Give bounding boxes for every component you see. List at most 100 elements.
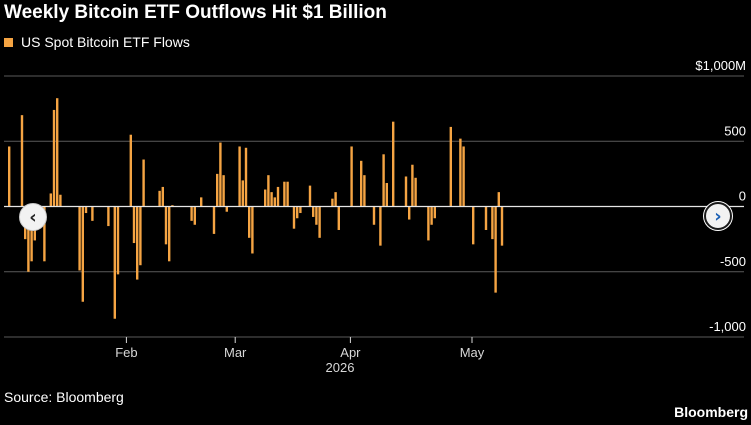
bar <box>363 175 366 207</box>
bar <box>318 206 321 238</box>
bar <box>411 164 414 207</box>
x-tick-label: Mar <box>224 345 247 360</box>
y-axis-labels: $1,000M 500 0 -500 -1,000 <box>695 58 746 334</box>
bar <box>270 192 273 207</box>
bar <box>30 206 33 262</box>
bar <box>20 115 24 207</box>
bar <box>56 98 59 207</box>
bar <box>312 206 315 217</box>
y-tick-label: 500 <box>724 123 746 138</box>
bar <box>491 206 494 240</box>
next-button[interactable]: › <box>704 202 732 230</box>
bar <box>91 206 94 221</box>
bar <box>129 134 132 207</box>
bar <box>193 206 196 225</box>
bars <box>8 98 504 319</box>
bar <box>225 206 228 212</box>
bar <box>337 206 340 230</box>
bar <box>244 147 248 207</box>
bar <box>462 146 465 207</box>
bar <box>139 206 142 266</box>
bar <box>331 198 334 207</box>
bar <box>200 197 203 207</box>
legend-label: US Spot Bitcoin ETF Flows <box>21 34 190 50</box>
y-tick-label: -500 <box>720 254 746 269</box>
bar <box>350 146 353 207</box>
bar <box>238 146 241 207</box>
bar <box>459 138 462 207</box>
bar <box>315 206 318 225</box>
bar <box>408 206 411 220</box>
bar <box>142 159 145 207</box>
bar <box>286 181 289 207</box>
bar <box>219 142 222 207</box>
bar <box>136 206 139 280</box>
previous-button[interactable]: ‹ <box>19 203 47 231</box>
bar <box>385 183 388 207</box>
y-tick-label: -1,000 <box>709 319 746 334</box>
bar <box>116 206 120 275</box>
bar <box>414 177 417 207</box>
x-axis-year-label: 2026 <box>326 360 355 375</box>
bar <box>276 186 280 207</box>
y-tick-label: $1,000M <box>695 58 746 73</box>
bar <box>449 126 452 207</box>
bar <box>164 206 168 245</box>
bar <box>168 206 171 262</box>
bar <box>430 206 433 225</box>
bar <box>78 206 81 271</box>
bar <box>132 206 136 244</box>
bar <box>212 206 216 234</box>
bar <box>241 180 244 207</box>
bar <box>190 206 193 221</box>
bar <box>171 205 174 207</box>
gridlines <box>4 75 744 338</box>
bar <box>107 206 110 227</box>
bar <box>273 197 276 207</box>
bar <box>308 185 312 207</box>
x-axis-labels: Feb Mar Apr May 2026 <box>115 337 485 375</box>
bar <box>484 206 488 230</box>
bar <box>267 175 270 207</box>
legend-swatch <box>4 37 13 47</box>
bar <box>334 192 337 207</box>
bar <box>500 206 504 246</box>
bar <box>8 146 11 207</box>
x-tick-label: Apr <box>340 345 361 360</box>
bar <box>379 206 382 246</box>
bar <box>494 206 497 293</box>
legend: US Spot Bitcoin ETF Flows <box>4 34 190 50</box>
x-tick-label: May <box>460 345 485 360</box>
chevron-right-icon: › <box>714 205 722 227</box>
bar <box>360 160 363 207</box>
y-tick-label: 0 <box>739 189 746 204</box>
bar <box>372 206 376 225</box>
bar <box>404 176 408 207</box>
bar <box>472 206 475 245</box>
brand-logo: Bloomberg <box>674 404 748 420</box>
bar <box>497 192 500 207</box>
bar <box>283 181 286 207</box>
chevron-left-icon: ‹ <box>29 206 37 228</box>
bar <box>292 206 296 229</box>
bar <box>296 206 299 219</box>
bar <box>81 206 84 302</box>
bar <box>43 206 46 262</box>
bar <box>427 206 430 241</box>
bar <box>59 194 62 207</box>
bar <box>222 175 225 207</box>
bar <box>27 206 30 272</box>
bar <box>248 206 251 238</box>
bar <box>392 121 395 207</box>
source-note: Source: Bloomberg <box>4 389 124 405</box>
bar <box>216 173 219 207</box>
bar <box>264 189 267 207</box>
bar <box>113 206 116 319</box>
bar <box>433 206 436 219</box>
bar <box>299 206 302 214</box>
bar <box>52 109 56 207</box>
x-tick-label: Feb <box>115 345 137 360</box>
bar <box>84 206 88 214</box>
bar <box>382 154 385 207</box>
